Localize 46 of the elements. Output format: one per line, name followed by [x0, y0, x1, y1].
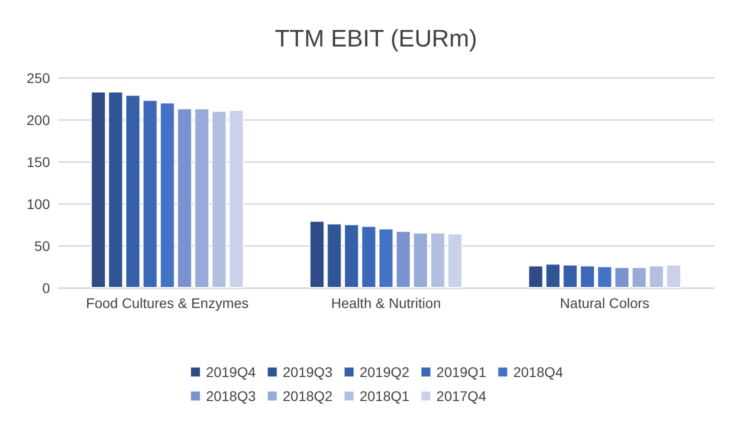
bar [361, 226, 376, 288]
bar [447, 233, 463, 288]
bar [228, 110, 244, 288]
bar [412, 232, 428, 288]
bar [430, 232, 446, 288]
legend-label: 2018Q3 [206, 388, 256, 404]
bar [528, 265, 544, 288]
y-tick-label: 250 [26, 70, 50, 86]
x-tick-label: Health & Nutrition [331, 295, 441, 311]
bar [597, 266, 612, 288]
bar [378, 228, 394, 288]
bar [580, 265, 595, 288]
legend-label: 2019Q1 [436, 364, 486, 380]
y-tick-label: 150 [26, 154, 50, 170]
legend-label: 2018Q4 [513, 364, 564, 380]
bar [309, 220, 325, 288]
bar [562, 264, 578, 288]
legend-label: 2019Q2 [360, 364, 410, 380]
bar [396, 230, 411, 288]
bar [666, 264, 682, 288]
y-tick-label: 200 [26, 112, 50, 128]
bar [125, 94, 140, 288]
bar [545, 264, 560, 288]
legend-label: 2017Q4 [436, 388, 486, 404]
bar [90, 91, 106, 288]
bar [344, 224, 360, 288]
bar [632, 267, 647, 288]
bar [160, 102, 175, 288]
bar [142, 100, 158, 288]
bar [108, 91, 124, 288]
legend-label: 2019Q3 [282, 364, 333, 380]
bar [212, 110, 227, 288]
bar [194, 108, 210, 288]
x-tick-label: Food Cultures & Enzymes [86, 295, 249, 311]
y-tick-label: 0 [42, 280, 50, 296]
bar [614, 267, 630, 288]
bar [177, 108, 192, 288]
y-tick-label: 100 [26, 196, 50, 212]
legend-label: 2019Q4 [206, 364, 256, 380]
legend-label: 2018Q1 [360, 388, 410, 404]
y-tick-label: 50 [34, 238, 50, 254]
bar [326, 223, 342, 288]
chart-title: TTM EBIT (EURm) [274, 26, 478, 52]
legend-label: 2018Q2 [282, 388, 333, 404]
bar [648, 265, 664, 288]
x-tick-label: Natural Colors [560, 295, 650, 311]
